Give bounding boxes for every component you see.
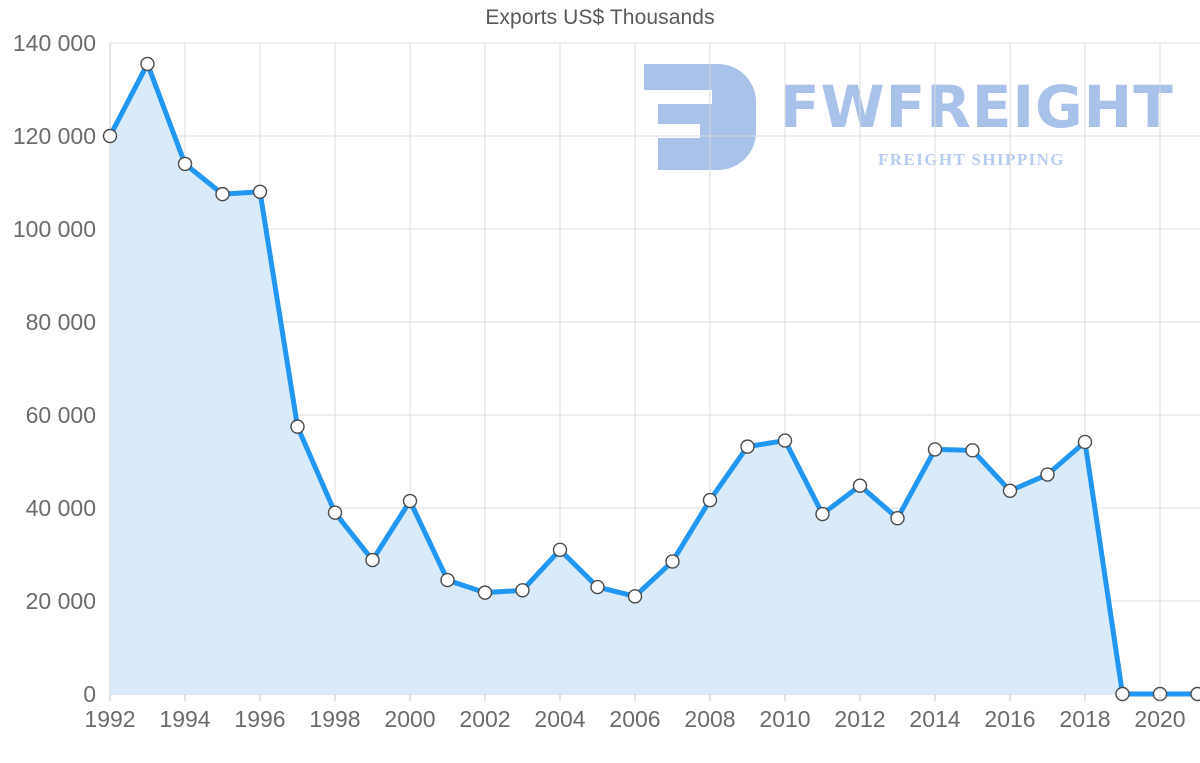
data-point-marker[interactable] [1077,434,1093,450]
y-axis-tick-label: 20 000 [26,588,96,614]
data-point-marker[interactable] [927,442,943,457]
data-point-marker[interactable] [477,585,493,600]
data-point-marker[interactable] [890,511,905,526]
data-point-marker[interactable] [290,419,305,434]
x-axis-tick-label: 2006 [609,706,660,732]
data-point-marker[interactable] [402,493,418,509]
y-axis-tick-labels: 0 20 000 40 000 60 000 80 000 100 000 120 000 1… [13,30,1161,707]
data-point-marker[interactable] [515,583,530,598]
data-point-markers [102,56,1200,702]
x-axis-tick-label: 1998 [309,706,360,732]
data-point-marker[interactable] [965,443,980,458]
y-axis-tick-label: 40 000 [26,495,96,521]
x-axis-tick-label: 2000 [384,706,435,732]
area-fill [110,63,1198,695]
x-axis-tick-label: 1994 [159,706,210,732]
x-axis-tick-label: 2002 [459,706,510,732]
data-point-marker[interactable] [177,156,193,172]
data-point-marker[interactable] [552,542,568,558]
x-axis-tick-label: 2004 [534,706,585,732]
x-axis-tick-label: 2016 [984,706,1035,732]
y-axis-tick-label: 100 000 [13,216,96,242]
data-point-marker[interactable] [1040,467,1055,482]
data-point-marker[interactable] [852,478,868,493]
data-point-marker[interactable] [777,433,793,448]
data-point-marker[interactable] [702,492,718,508]
data-point-marker[interactable] [140,56,155,72]
x-axis-tick-labels: 1992 1994 1996 1998 2000 2002 2004 2006 2008 2010… [84,706,1185,732]
x-axis-tick-label: 1996 [234,706,285,732]
data-point-marker[interactable] [815,506,830,522]
x-axis-tick-label: 2018 [1059,706,1110,732]
data-point-marker[interactable] [365,552,380,568]
data-point-marker[interactable] [440,572,455,588]
data-point-marker[interactable] [1002,483,1018,498]
data-point-marker[interactable] [102,128,118,144]
data-point-marker[interactable] [327,505,343,520]
x-axis-tick-label: 2014 [909,706,960,732]
x-axis-tick-label: 1992 [84,706,135,732]
data-point-marker[interactable] [665,554,680,569]
x-axis-tick-label: 2008 [684,706,735,732]
y-axis-tick-label: 120 000 [13,123,96,149]
x-axis-tick-label: 2010 [759,706,810,732]
y-axis-tick-label: 140 000 [13,30,96,56]
y-axis-tick-label: 60 000 [26,402,96,428]
chart-title: Exports US$ Thousands [485,6,715,29]
data-point-marker[interactable] [740,439,755,454]
x-axis-tick-label: 2012 [834,706,885,732]
data-point-marker[interactable] [1115,686,1130,702]
data-point-marker[interactable] [590,579,605,595]
data-point-marker[interactable] [1190,686,1200,702]
x-axis-tick-label: 2020 [1134,706,1185,732]
area-fill-path [110,63,1198,695]
data-point-marker[interactable] [627,589,643,604]
data-point-marker[interactable] [215,186,230,202]
y-axis-tick-label: 0 [83,681,96,707]
data-point-marker[interactable] [252,184,268,200]
y-axis-tick-label: 80 000 [26,309,96,335]
